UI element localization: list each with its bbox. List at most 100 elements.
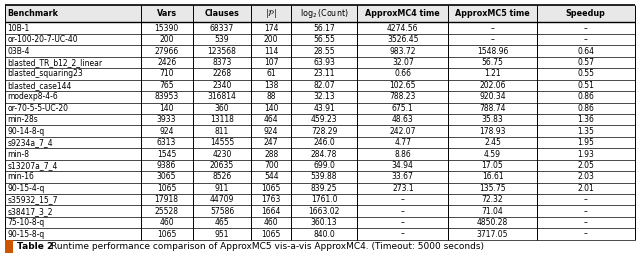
Text: –: – xyxy=(584,207,588,216)
Text: 924: 924 xyxy=(264,127,278,136)
Text: 273.1: 273.1 xyxy=(392,184,413,193)
Text: 56.75: 56.75 xyxy=(482,58,504,67)
Text: 25528: 25528 xyxy=(155,207,179,216)
Text: 16.61: 16.61 xyxy=(482,173,504,181)
Text: 135.75: 135.75 xyxy=(479,184,506,193)
Text: modexp8-4-6: modexp8-4-6 xyxy=(8,92,58,101)
Text: 924: 924 xyxy=(159,127,174,136)
Text: 8373: 8373 xyxy=(212,58,232,67)
Text: s38417_3_2: s38417_3_2 xyxy=(8,207,53,216)
Text: Clauses: Clauses xyxy=(205,9,239,18)
Text: 17.05: 17.05 xyxy=(482,161,504,170)
Text: 539.88: 539.88 xyxy=(311,173,337,181)
Bar xyxy=(5,5,635,23)
Text: 8526: 8526 xyxy=(212,173,232,181)
Text: 75-10-8-q: 75-10-8-q xyxy=(8,218,45,227)
Text: –: – xyxy=(584,218,588,227)
Text: 0.51: 0.51 xyxy=(577,81,594,90)
Text: 102.65: 102.65 xyxy=(390,81,416,90)
Text: –: – xyxy=(401,218,404,227)
Text: 202.06: 202.06 xyxy=(479,81,506,90)
Text: 90-15-8-q: 90-15-8-q xyxy=(8,229,45,239)
Text: Vars: Vars xyxy=(157,9,177,18)
Text: 242.07: 242.07 xyxy=(390,127,416,136)
Text: 811: 811 xyxy=(215,127,229,136)
Text: 2.01: 2.01 xyxy=(577,184,594,193)
Text: 33.67: 33.67 xyxy=(392,173,413,181)
Text: Benchmark: Benchmark xyxy=(7,9,58,18)
Text: 32.13: 32.13 xyxy=(314,92,335,101)
Text: 2426: 2426 xyxy=(157,58,176,67)
Text: 1.93: 1.93 xyxy=(577,149,594,158)
Text: 10B-1: 10B-1 xyxy=(8,24,30,33)
Text: 3526.45: 3526.45 xyxy=(387,35,419,44)
Text: 138: 138 xyxy=(264,81,278,90)
Text: 200: 200 xyxy=(159,35,174,44)
Text: 9386: 9386 xyxy=(157,161,177,170)
Text: 34.94: 34.94 xyxy=(392,161,413,170)
Text: 4850.28: 4850.28 xyxy=(477,218,508,227)
Text: 0.64: 0.64 xyxy=(577,47,595,56)
Text: 2340: 2340 xyxy=(212,81,232,90)
Text: 2.45: 2.45 xyxy=(484,138,501,147)
Text: s35932_15_7: s35932_15_7 xyxy=(8,195,58,204)
Text: 920.34: 920.34 xyxy=(479,92,506,101)
Text: 90-15-4-q: 90-15-4-q xyxy=(8,184,45,193)
Text: or-70-5-5-UC-20: or-70-5-5-UC-20 xyxy=(8,104,68,113)
Text: 72.32: 72.32 xyxy=(482,195,504,204)
Text: 35.83: 35.83 xyxy=(482,115,504,124)
Text: –: – xyxy=(491,35,495,44)
Text: 4230: 4230 xyxy=(212,149,232,158)
Text: 44709: 44709 xyxy=(210,195,234,204)
Text: 1548.96: 1548.96 xyxy=(477,47,508,56)
Text: 88: 88 xyxy=(266,92,276,101)
Text: 20635: 20635 xyxy=(210,161,234,170)
Text: 83953: 83953 xyxy=(154,92,179,101)
Text: 43.91: 43.91 xyxy=(313,104,335,113)
Text: 1065: 1065 xyxy=(262,229,281,239)
Text: 56.55: 56.55 xyxy=(313,35,335,44)
Text: min-16: min-16 xyxy=(8,173,35,181)
Text: 951: 951 xyxy=(215,229,229,239)
Text: or-100-20-7-UC-40: or-100-20-7-UC-40 xyxy=(8,35,78,44)
Text: 114: 114 xyxy=(264,47,278,56)
Text: 2.05: 2.05 xyxy=(577,161,594,170)
Text: Speedup: Speedup xyxy=(566,9,605,18)
Text: 63.93: 63.93 xyxy=(313,58,335,67)
Text: Runtime performance comparison of ApproxMC5 vis-a-vis ApproxMC4. (Timeout: 5000 : Runtime performance comparison of Approx… xyxy=(51,242,484,251)
Text: Table 2: Table 2 xyxy=(17,242,54,251)
Text: 174: 174 xyxy=(264,24,278,33)
Text: 911: 911 xyxy=(215,184,229,193)
Text: 1065: 1065 xyxy=(157,229,177,239)
Text: 1763: 1763 xyxy=(262,195,281,204)
Text: 200: 200 xyxy=(264,35,278,44)
Text: 840.0: 840.0 xyxy=(313,229,335,239)
Text: ApproxMC4 time: ApproxMC4 time xyxy=(365,9,440,18)
Text: 316814: 316814 xyxy=(207,92,237,101)
Text: 03B-4: 03B-4 xyxy=(8,47,30,56)
Text: 0.57: 0.57 xyxy=(577,58,595,67)
Text: 284.78: 284.78 xyxy=(311,149,337,158)
Text: 1.36: 1.36 xyxy=(577,115,594,124)
Text: 71.04: 71.04 xyxy=(482,207,504,216)
Text: 3717.05: 3717.05 xyxy=(477,229,508,239)
Text: 1065: 1065 xyxy=(157,184,177,193)
Text: 8.86: 8.86 xyxy=(394,149,411,158)
Bar xyxy=(5,240,13,253)
Text: 700: 700 xyxy=(264,161,278,170)
Text: 90-14-8-q: 90-14-8-q xyxy=(8,127,45,136)
Text: 0.86: 0.86 xyxy=(577,104,594,113)
Text: –: – xyxy=(584,229,588,239)
Text: –: – xyxy=(584,195,588,204)
Text: 0.86: 0.86 xyxy=(577,92,594,101)
Text: 1.95: 1.95 xyxy=(577,138,594,147)
Text: s13207a_7_4: s13207a_7_4 xyxy=(8,161,58,170)
Text: 465: 465 xyxy=(215,218,229,227)
Text: 2268: 2268 xyxy=(212,69,232,78)
Text: 6313: 6313 xyxy=(157,138,177,147)
Text: 360: 360 xyxy=(215,104,229,113)
Text: 0.55: 0.55 xyxy=(577,69,595,78)
Text: 107: 107 xyxy=(264,58,278,67)
Text: 1065: 1065 xyxy=(262,184,281,193)
Text: 464: 464 xyxy=(264,115,278,124)
